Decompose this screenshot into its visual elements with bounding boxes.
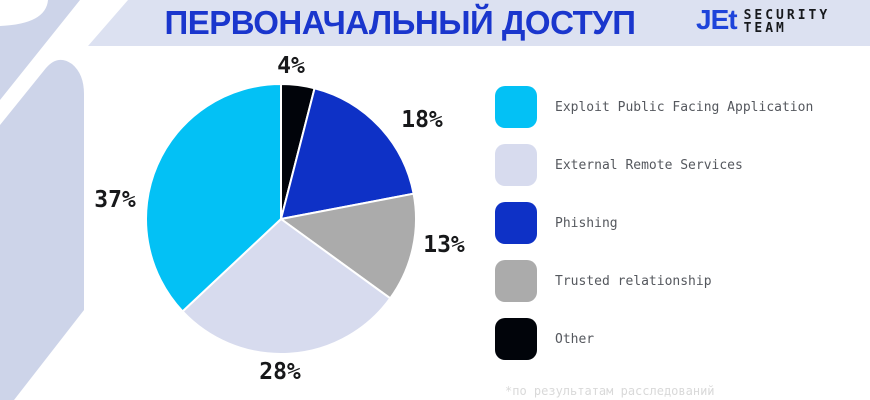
legend-item-other: Other [495,318,813,360]
pie-percent-label-exploit: 37% [94,187,136,213]
legend-item-exploit: Exploit Public Facing Application [495,86,813,128]
pie-percent-label-phishing: 18% [401,107,443,133]
legend: Exploit Public Facing Application Externa… [495,86,813,376]
pie-slice-phishing [280,87,415,220]
legend-item-phishing: Phishing [495,202,813,244]
footnote: *по результатам расследований [505,384,715,398]
jet-logo-subtitle-line2: TEAM [743,21,787,36]
jet-logo-brand: JEt [696,4,738,35]
pie-slice-trusted [280,192,417,300]
jet-logo-subtitle-line1: SECURITY [743,8,831,23]
legend-swatch-external [495,144,537,186]
legend-swatch-trusted [495,260,537,302]
pie-percent-label-other: 4% [277,53,305,79]
title-band [88,0,870,46]
page-title: ПЕРВОНАЧАЛЬНЫЙ ДОСТУП [164,4,636,41]
background-decoration [0,0,84,400]
pie-percent-label-external: 28% [259,359,301,385]
legend-swatch-phishing [495,202,537,244]
jet-logo: JEt SECURITY TEAM [696,4,831,36]
pie-slice-external [181,218,392,355]
legend-item-external: External Remote Services [495,144,813,186]
decor-column [0,59,84,400]
legend-label-trusted: Trusted relationship [555,273,712,289]
legend-item-trusted: Trusted relationship [495,260,813,302]
legend-label-phishing: Phishing [555,215,618,231]
legend-swatch-other [495,318,537,360]
pie-percent-label-trusted: 13% [423,232,465,258]
pie-slice-exploit [145,83,282,313]
legend-swatch-exploit [495,86,537,128]
decor-diagonal-band [0,0,80,100]
jet-logo-subtitle: SECURITY TEAM [744,9,831,35]
pie-chart [145,83,417,355]
legend-label-exploit: Exploit Public Facing Application [555,99,814,115]
legend-label-other: Other [555,331,595,347]
legend-label-external: External Remote Services [555,157,743,173]
